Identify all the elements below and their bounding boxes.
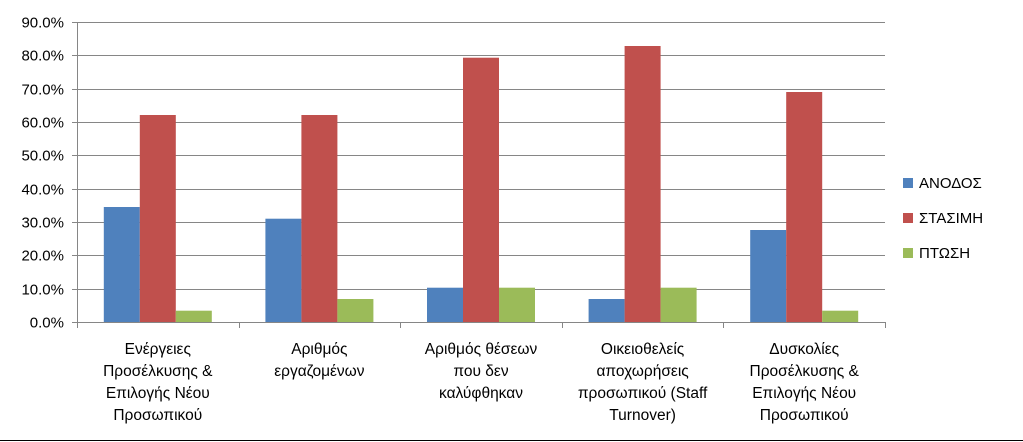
bar <box>265 218 302 322</box>
category-label-line: αποχωρήσεις <box>596 363 688 380</box>
y-tick-label: 80.0% <box>21 48 64 65</box>
category-label: Ενέργειες Προσέλκυσης & Επιλογής Νέου Προσω… <box>103 341 213 424</box>
category-label-line: Προσωπικού <box>113 407 202 424</box>
y-tick-label: 20.0% <box>21 248 64 265</box>
bar <box>822 310 859 322</box>
y-tick-label: 70.0% <box>21 82 64 99</box>
category-label-line: που δεν <box>453 363 508 380</box>
bar <box>175 310 212 322</box>
bar <box>463 57 499 322</box>
series-0 <box>103 207 787 322</box>
category-label-line: Αριθμός <box>291 341 347 358</box>
bar <box>499 287 535 322</box>
bar <box>139 115 176 322</box>
series-1 <box>139 46 823 322</box>
bar <box>786 92 823 322</box>
x-axis-labels: Ενέργειες Προσέλκυσης & Επιλογής Νέου Προσω… <box>103 341 859 424</box>
bar <box>427 287 463 322</box>
category-label-line: καλύφθηκαν <box>439 385 523 402</box>
bar <box>337 299 374 322</box>
legend-label: ΑΝΟΔΟΣ <box>919 175 982 192</box>
y-tick-label: 30.0% <box>21 215 64 232</box>
category-label-line: Προσέλκυσης & <box>103 363 213 380</box>
bar <box>660 287 697 322</box>
y-axis-ticks: 0.0% 10.0% 20.0% 30.0% 40.0% 50.0% 60.0% 70.0% 8… <box>21 15 64 332</box>
y-tick-label: 0.0% <box>30 315 64 332</box>
category-label-line: Ενέργειες <box>125 341 191 358</box>
category-label-line: προσωπικού (Staff <box>578 385 708 402</box>
legend: ΑΝΟΔΟΣ ΣΤΑΣΙΜΗ ΠΤΩΣΗ <box>903 175 983 262</box>
y-tick-label: 90.0% <box>21 15 64 32</box>
category-label: Αριθμός εργαζομένων <box>274 341 365 380</box>
legend-swatch <box>903 178 913 188</box>
bar <box>103 207 140 322</box>
category-label-line: Αριθμός θέσεων <box>425 341 538 358</box>
category-label-line: Επιλογής Νέου <box>106 385 210 402</box>
legend-label: ΣΤΑΣΙΜΗ <box>919 210 983 227</box>
legend-swatch <box>903 248 913 258</box>
bars <box>103 46 859 322</box>
category-label: Δυσκολίες Προσέλκυσης & Επιλογής Νέου Προσω… <box>750 341 860 424</box>
legend-label: ΠΤΩΣΗ <box>919 245 970 262</box>
bar <box>301 115 338 322</box>
y-tick-label: 40.0% <box>21 182 64 199</box>
category-label: Οικειοθελείς αποχωρήσεις προσωπικού (Staff… <box>578 341 708 424</box>
bar <box>588 299 625 322</box>
series-2 <box>175 287 859 322</box>
category-label-line: Προσέλκυσης & <box>750 363 860 380</box>
category-label-line: εργαζομένων <box>274 363 365 380</box>
y-tick-label: 10.0% <box>21 282 64 299</box>
legend-swatch <box>903 213 913 223</box>
bar <box>750 230 787 322</box>
category-label: Αριθμός θέσεων που δεν καλύφθηκαν <box>425 341 538 402</box>
category-label-line: Turnover) <box>609 407 676 424</box>
category-label-line: Οικειοθελείς <box>601 341 684 358</box>
bar <box>624 46 661 322</box>
category-label-line: Επιλογής Νέου <box>752 385 856 402</box>
category-label-line: Προσωπικού <box>760 407 849 424</box>
category-label-line: Δυσκολίες <box>769 341 839 358</box>
y-tick-label: 50.0% <box>21 148 64 165</box>
y-tick-label: 60.0% <box>21 115 64 132</box>
